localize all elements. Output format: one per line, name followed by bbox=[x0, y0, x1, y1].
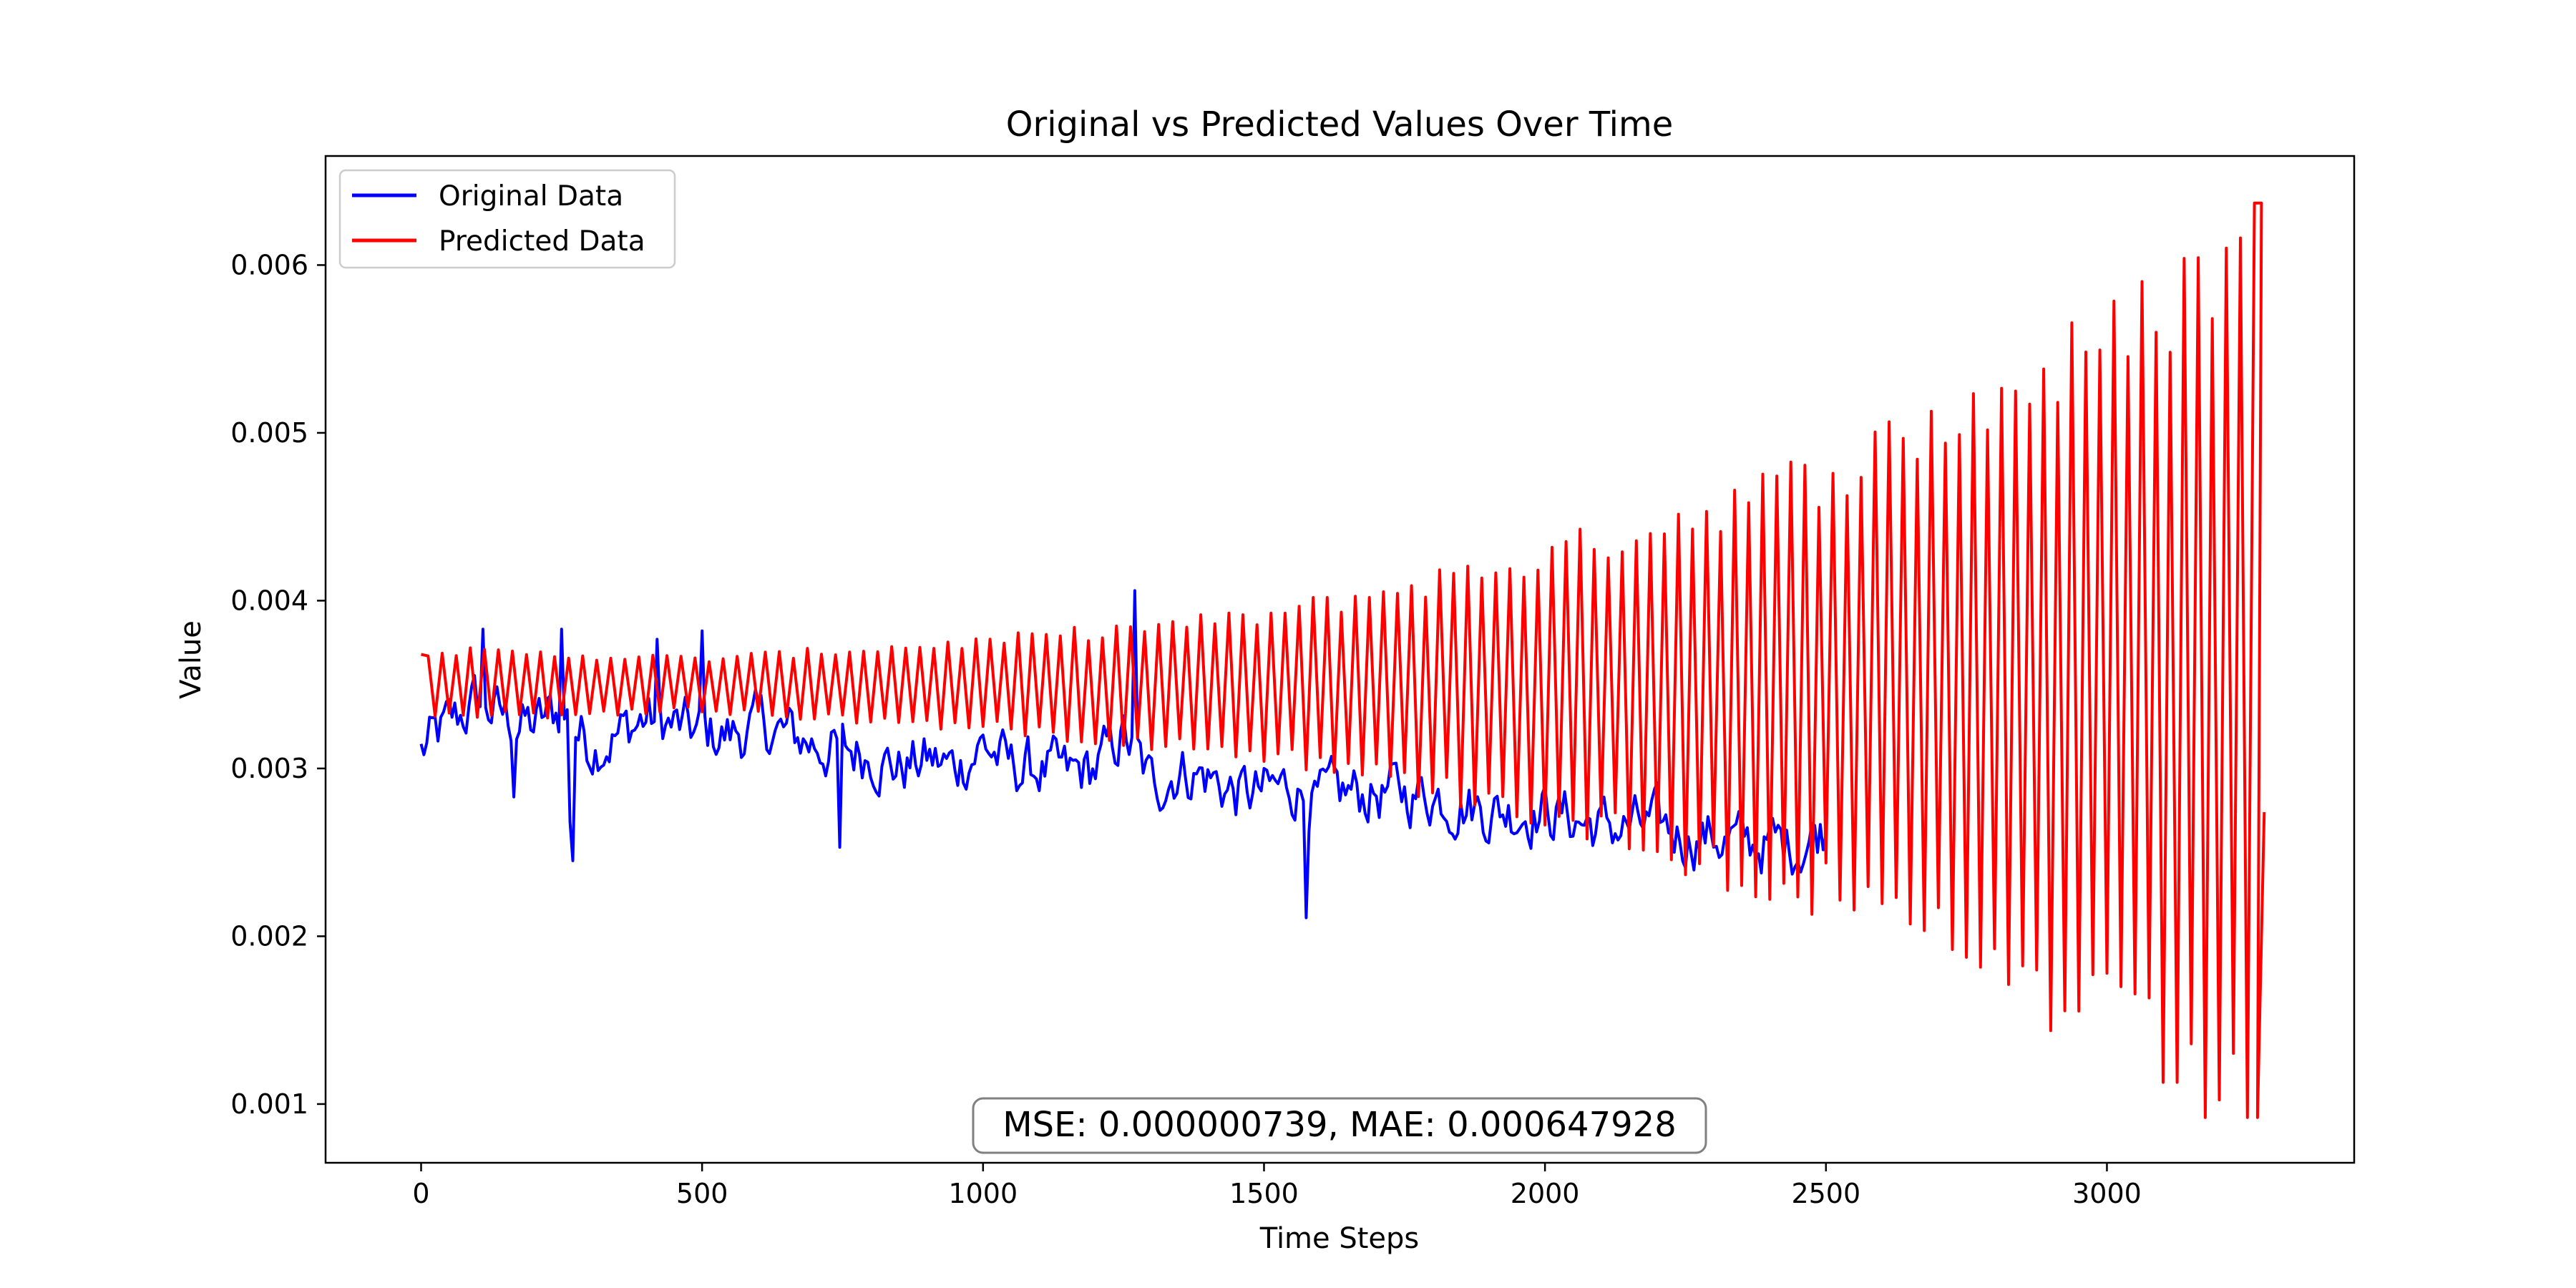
x-tick-label: 1000 bbox=[948, 1178, 1018, 1209]
x-tick-label: 2000 bbox=[1511, 1178, 1580, 1209]
series-original-line bbox=[419, 589, 1828, 919]
y-axis: 0.001 0.002 0.003 0.004 0.005 0.006 bbox=[230, 249, 326, 1120]
series-predicted-line bbox=[421, 201, 2266, 1119]
x-tick-label: 0 bbox=[412, 1178, 429, 1209]
legend-label-original: Original Data bbox=[439, 180, 623, 213]
metrics-text: MSE: 0.000000739, MAE: 0.000647928 bbox=[1002, 1105, 1676, 1145]
y-tick-label: 0.005 bbox=[230, 417, 308, 449]
metrics-annotation: MSE: 0.000000739, MAE: 0.000647928 bbox=[972, 1097, 1707, 1154]
legend-box bbox=[338, 169, 676, 269]
legend-label-predicted: Predicted Data bbox=[439, 225, 645, 258]
y-tick-label: 0.003 bbox=[230, 753, 308, 784]
metrics-box bbox=[972, 1097, 1707, 1154]
y-tick-label: 0.004 bbox=[230, 585, 308, 616]
legend: Original Data Predicted Data bbox=[338, 169, 676, 269]
y-tick-label: 0.001 bbox=[230, 1088, 308, 1120]
x-tick-label: 3000 bbox=[2072, 1178, 2142, 1209]
y-axis-title: Value bbox=[175, 620, 208, 699]
x-tick-label: 2500 bbox=[1791, 1178, 1860, 1209]
x-tick-label: 1500 bbox=[1229, 1178, 1299, 1209]
x-axis: 0 500 1000 1500 2000 2500 3000 bbox=[412, 1163, 2142, 1209]
chart-title: Original vs Predicted Values Over Time bbox=[1006, 104, 1674, 145]
series-layer bbox=[419, 201, 2266, 1119]
plot-frame bbox=[324, 155, 2356, 1164]
y-tick-label: 0.002 bbox=[230, 920, 308, 952]
x-axis-title: Time Steps bbox=[1259, 1222, 1420, 1255]
x-tick-label: 500 bbox=[676, 1178, 728, 1209]
y-tick-label: 0.006 bbox=[230, 249, 308, 280]
